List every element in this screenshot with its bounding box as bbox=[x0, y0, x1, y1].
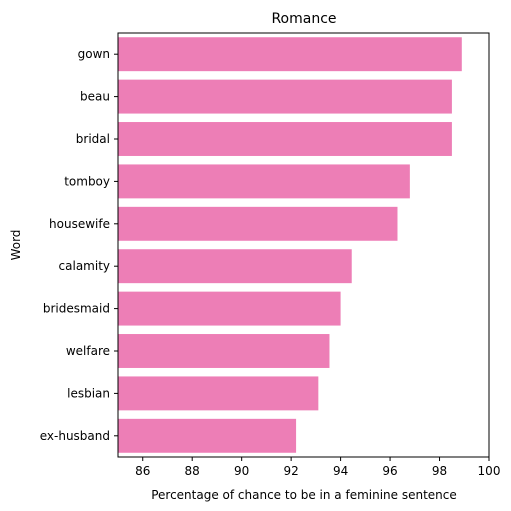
bar-ex-husband bbox=[118, 418, 297, 453]
y-axis-ticks: gown beau bridal tomboy housewife calamity bri… bbox=[40, 47, 118, 443]
y-tick-label: bridal bbox=[76, 132, 110, 146]
bars-group bbox=[118, 37, 462, 453]
chart-title: Romance bbox=[271, 11, 336, 27]
bar-calamity bbox=[118, 249, 352, 284]
y-tick-label: welfare bbox=[66, 344, 110, 358]
x-axis-ticks: 86 88 90 92 94 96 98 100 bbox=[135, 457, 500, 478]
bar-gown bbox=[118, 37, 462, 72]
x-tick-label: 92 bbox=[283, 464, 298, 478]
x-axis-label: Percentage of chance to be in a feminine… bbox=[151, 488, 457, 502]
x-tick-label: 94 bbox=[333, 464, 348, 478]
x-tick-label: 86 bbox=[135, 464, 150, 478]
bar-welfare bbox=[118, 334, 330, 368]
y-tick-label: lesbian bbox=[67, 386, 110, 400]
y-tick-label: calamity bbox=[59, 259, 110, 273]
bar-beau bbox=[118, 79, 452, 114]
bar-housewife bbox=[118, 206, 398, 241]
y-tick-label: tomboy bbox=[64, 174, 110, 188]
bar-tomboy bbox=[118, 164, 410, 199]
plot-frame bbox=[117, 32, 490, 458]
y-tick-label: gown bbox=[78, 47, 110, 61]
y-tick-label: ex-husband bbox=[40, 429, 110, 443]
x-tick-label: 90 bbox=[234, 464, 249, 478]
bar-lesbian bbox=[118, 376, 319, 411]
x-tick-label: 100 bbox=[478, 464, 501, 478]
x-tick-label: 96 bbox=[382, 464, 397, 478]
y-tick-label: beau bbox=[80, 90, 110, 104]
y-tick-label: housewife bbox=[49, 217, 110, 231]
bar-bridesmaid bbox=[118, 291, 341, 326]
x-tick-label: 98 bbox=[432, 464, 447, 478]
y-tick-label: bridesmaid bbox=[43, 302, 110, 316]
y-axis-label: Word bbox=[9, 230, 23, 261]
x-tick-label: 88 bbox=[185, 464, 200, 478]
bar-bridal bbox=[118, 122, 452, 156]
